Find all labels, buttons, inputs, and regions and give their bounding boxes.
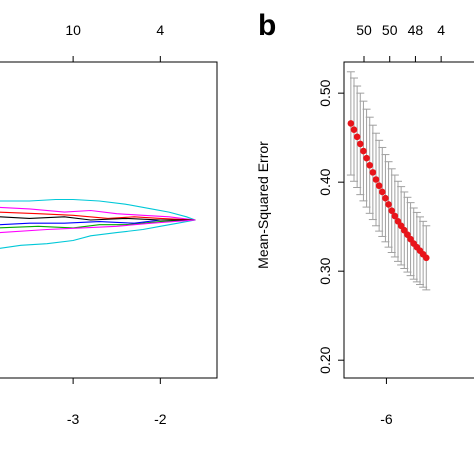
panel-b-top-tick-label: 50: [382, 22, 398, 38]
panel-b-data-point: [385, 201, 392, 208]
panel-b-label: b: [258, 9, 276, 42]
panel-b-y-tick-label: 0.20: [317, 346, 333, 373]
panel-b-x-tick-label: -6: [380, 411, 393, 427]
panel-b-data-point: [353, 133, 361, 141]
panel-b-x-axis: -6: [380, 378, 393, 427]
panel-a-coefficient-path: [0, 211, 196, 221]
panel-b-data-point: [382, 194, 389, 202]
panel-b-y-axis-title: Mean-Squared Error: [255, 141, 271, 269]
panel-b-top-tick-label: 50: [356, 22, 372, 38]
panel-b-y-tick-label: 0.30: [317, 257, 333, 284]
panel-a: 10 4 -3 -2: [0, 22, 218, 427]
panel-a-top-tick-label: 10: [65, 22, 81, 38]
panel-a-coefficient-path: [0, 219, 196, 229]
panel-b-data-point: [391, 212, 399, 220]
panel-a-bottom-axis: -3 -2: [67, 378, 167, 427]
panel-b-error-bars: [346, 71, 431, 291]
panel-b-data-point: [360, 147, 367, 155]
panel-a-coefficient-path: [0, 198, 196, 221]
panel-b-y-tick-label: 0.40: [317, 168, 333, 195]
panel-a-coefficient-path: [0, 219, 196, 249]
panel-a-plot-frame: [0, 61, 218, 379]
panel-b-data-point: [363, 154, 370, 162]
panel-b-y-tick-label: 0.50: [317, 79, 333, 106]
panel-b-top-tick-label: 48: [408, 22, 424, 38]
panel-b-data-point: [378, 188, 386, 196]
panel-b-data-point: [366, 161, 374, 169]
panel-b-data-point: [350, 126, 358, 133]
panel-a-coefficient-path: [0, 219, 196, 234]
panel-b-data-point: [369, 169, 377, 176]
panel-a-top-tick-label: 4: [156, 22, 164, 38]
panel-b-top-axis: 50 50 48 4: [356, 22, 445, 62]
panel-a-top-axis: 10 4: [65, 22, 164, 62]
panel-b-data-point: [347, 120, 355, 127]
panel-b: b Mean-Squared Error 50 50 48 4 0.50 0.40 0.3…: [255, 9, 474, 427]
panel-a-coefficient-paths: [0, 198, 196, 249]
panel-a-coefficient-path: [0, 206, 196, 221]
panel-a-x-tick-label: -2: [154, 411, 167, 427]
panel-b-data-point: [422, 254, 430, 262]
panel-b-points: [347, 120, 430, 262]
panel-a-coefficient-path: [0, 216, 196, 221]
panel-b-data-point: [388, 207, 396, 214]
panel-b-top-tick-label: 4: [437, 22, 445, 38]
panel-b-data-point: [375, 182, 383, 190]
panel-b-y-axis: 0.50 0.40 0.30 0.20: [317, 79, 344, 374]
panel-b-plot-frame: [343, 61, 474, 379]
panel-b-data-point: [356, 140, 364, 148]
panel-b-data-point: [372, 176, 380, 183]
panel-a-x-tick-label: -3: [67, 411, 80, 427]
